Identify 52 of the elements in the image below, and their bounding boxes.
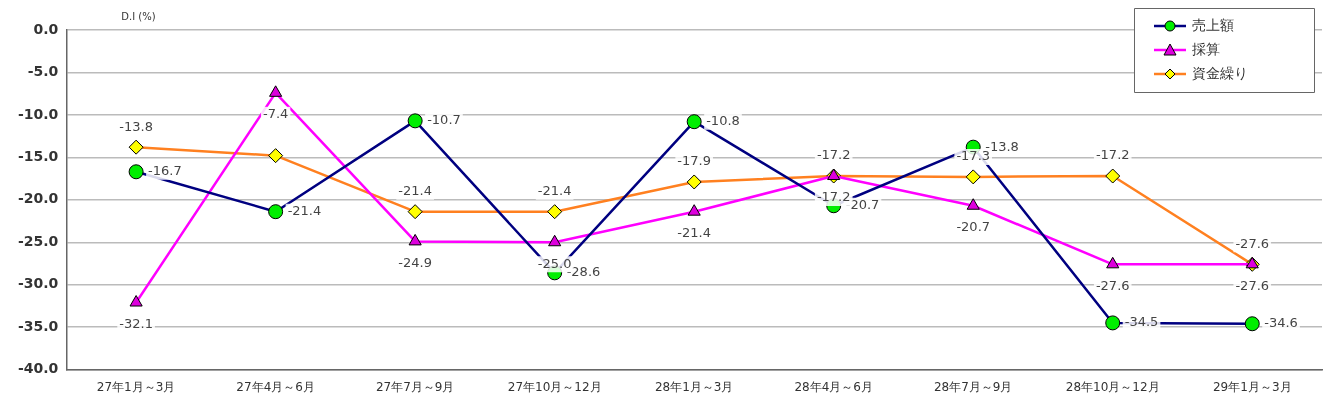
y-tick-label: -10.0 xyxy=(17,105,59,122)
y-tick-label: -20.0 xyxy=(17,190,59,207)
legend-label: 資金繰り xyxy=(1192,64,1248,81)
x-tick-label: 27年4月～6月 xyxy=(236,379,315,394)
legend-label: 採算 xyxy=(1192,40,1220,57)
x-tick-label: 27年7月～9月 xyxy=(375,379,455,394)
data-label: -34.5 xyxy=(1124,314,1159,330)
x-tick-label: 28年10月～12月 xyxy=(1065,379,1160,394)
y-tick-label: -5.0 xyxy=(27,63,59,80)
data-label: -17.9 xyxy=(677,153,711,169)
data-label: -10.7 xyxy=(427,112,461,128)
data-label: -32.1 xyxy=(119,315,153,331)
data-label: -21.4 xyxy=(537,183,572,199)
data-label: -20.7 xyxy=(956,219,991,235)
x-tick-label: 28年4月～6月 xyxy=(794,379,873,394)
data-label: -21.4 xyxy=(398,183,432,199)
y-tick-label: 0.0 xyxy=(33,20,59,37)
point xyxy=(408,233,422,246)
point xyxy=(966,198,980,210)
y-tick-label: -35.0 xyxy=(17,317,59,334)
y-tick-label: -15.0 xyxy=(17,147,59,164)
y-tick-label: -40.0 xyxy=(17,360,59,377)
data-label: -27.6 xyxy=(1235,277,1270,293)
point xyxy=(129,295,143,307)
data-label: -17.2 xyxy=(1095,147,1130,163)
data-label: -7.4 xyxy=(262,106,289,122)
point xyxy=(1106,256,1120,269)
y-tick-label: -25.0 xyxy=(17,232,59,249)
x-tick-label: 28年7月～9月 xyxy=(933,379,1013,394)
data-label: -34.6 xyxy=(1264,315,1298,331)
data-label: -10.8 xyxy=(706,113,740,129)
data-label: -21.4 xyxy=(677,225,711,241)
x-tick-label: 27年10月～12月 xyxy=(507,379,602,394)
data-label: -24.9 xyxy=(398,254,432,270)
data-label: -16.7 xyxy=(148,163,182,179)
data-label: -21.4 xyxy=(287,203,322,219)
y-axis-title: D.I (%) xyxy=(121,10,156,22)
data-label: -13.8 xyxy=(119,118,153,134)
x-tick-label: 28年1月～3月 xyxy=(654,379,734,394)
point xyxy=(548,234,562,247)
data-label: -27.6 xyxy=(1235,235,1270,251)
x-tick-label: 27年1月～3月 xyxy=(96,379,176,394)
data-label: -17.3 xyxy=(956,148,991,164)
data-label: -17.2 xyxy=(816,189,851,205)
data-label: -25.0 xyxy=(537,255,572,271)
data-label: -17.2 xyxy=(816,147,851,163)
data-label: -27.6 xyxy=(1095,277,1130,293)
point xyxy=(269,85,283,97)
legend-label: 売上額 xyxy=(1192,16,1234,33)
point xyxy=(687,204,701,216)
x-tick-label: 29年1月～3月 xyxy=(1212,379,1292,394)
y-tick-label: -30.0 xyxy=(17,275,59,292)
